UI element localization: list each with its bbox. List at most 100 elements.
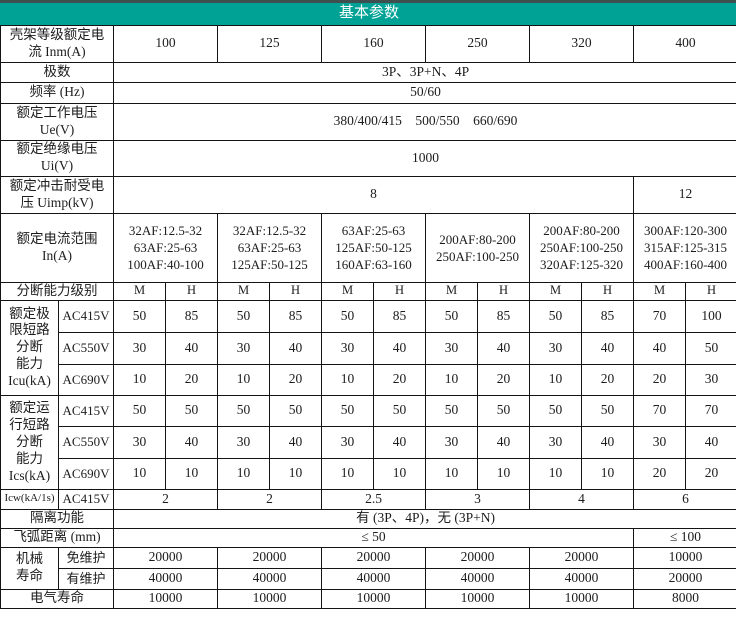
- arc-distance-value: ≤ 50: [113, 527, 634, 548]
- breaking-level-value: M: [217, 281, 270, 301]
- ics-value: 50: [373, 394, 426, 427]
- electrical-life-label: 电气寿命: [0, 588, 114, 609]
- ics-value: 50: [113, 394, 166, 427]
- ics-value: 50: [165, 394, 218, 427]
- working-voltage-row: 额定工作电压 Ue(V) 380/400/415 500/550 660/690: [0, 102, 736, 141]
- breaking-level-value: M: [425, 281, 478, 301]
- frame-current-value: 100: [113, 24, 218, 63]
- ics-value: 50: [217, 394, 270, 427]
- insulation-voltage-value: 1000: [112, 139, 736, 177]
- mechanical-life-value: 20000: [632, 567, 736, 590]
- mechanical-life-value: 40000: [529, 567, 634, 590]
- ics-value: 30: [529, 425, 582, 459]
- impulse-voltage-row: 额定冲击耐受电 压 Uimp(kV) 8 12: [0, 175, 736, 214]
- icu-415-row: 额定极 限短路 分断 能力 Icu(kA) AC415V 50 85 50 85…: [0, 299, 736, 396]
- icw-voltage-label: AC415V: [58, 488, 114, 510]
- ics-value: 30: [113, 425, 166, 459]
- ics-voltage-label: AC550V: [58, 425, 114, 459]
- frame-current-row: 壳架等级额定电 流 Inm(A) 100 125 160 250 320 400: [0, 24, 736, 63]
- ics-voltage-label: AC415V: [58, 394, 114, 427]
- ics-value: 10: [529, 457, 582, 490]
- icu-value: 30: [529, 331, 582, 365]
- ics-value: 40: [165, 425, 218, 459]
- icu-value: 100: [684, 299, 736, 333]
- icu-value: 10: [321, 363, 374, 396]
- ics-value: 40: [269, 425, 322, 459]
- electrical-life-value: 8000: [632, 588, 736, 609]
- mechanical-life-value: 20000: [217, 546, 322, 569]
- frame-current-value: 250: [425, 24, 530, 63]
- icu-value: 10: [113, 363, 166, 396]
- current-range-row: 额定电流范围 In(A) 32AF:12.5-32 63AF:25-63 100…: [0, 212, 736, 283]
- frame-current-value: 160: [321, 24, 426, 63]
- mechanical-life-value: 20000: [425, 546, 530, 569]
- electrical-life-value: 10000: [529, 588, 634, 609]
- icu-value: 40: [373, 331, 426, 365]
- frame-current-label: 壳架等级额定电 流 Inm(A): [0, 24, 114, 63]
- icu-value: 85: [165, 299, 218, 333]
- ics-value: 30: [633, 425, 686, 459]
- icu-value: 50: [529, 299, 582, 333]
- icu-label: 额定极 限短路 分断 能力 Icu(kA): [0, 299, 59, 396]
- breaking-level-row: 分断能力级别 M H M H M H M H M H M H: [0, 281, 736, 301]
- breaking-level-value: H: [581, 281, 634, 301]
- ics-value: 70: [684, 394, 736, 427]
- icw-value: 4: [529, 488, 634, 510]
- icu-value: 85: [477, 299, 530, 333]
- ics-value: 50: [321, 394, 374, 427]
- icw-label: Icw(kA/1s): [0, 488, 59, 510]
- mechanical-life-value: 40000: [321, 567, 426, 590]
- icu-value: 30: [684, 363, 736, 396]
- icu-value: 50: [113, 299, 166, 333]
- icw-row: Icw(kA/1s) AC415V 2 2 2.5 3 4 6: [0, 488, 736, 510]
- icu-value: 20: [269, 363, 322, 396]
- ics-value: 30: [321, 425, 374, 459]
- icu-value: 20: [633, 363, 686, 396]
- arc-distance-label: 飞弧距离 (mm): [0, 527, 114, 548]
- ics-value: 30: [425, 425, 478, 459]
- mechanical-life-maintained-row: 有维护 40000 40000 40000 40000 40000 20000: [1, 567, 736, 590]
- icu-value: 40: [269, 331, 322, 365]
- mechanical-life-label: 机械 寿命: [0, 546, 59, 590]
- ics-value: 70: [633, 394, 686, 427]
- title-row: 基本参数: [0, 0, 736, 26]
- frequency-row: 频率 (Hz) 50/60: [0, 81, 736, 104]
- icu-value: 40: [477, 331, 530, 365]
- icu-value: 30: [425, 331, 478, 365]
- icw-value: 3: [425, 488, 530, 510]
- mechanical-life-value: 40000: [113, 567, 218, 590]
- insulation-voltage-label: 额定绝缘电压 Ui(V): [0, 139, 114, 177]
- current-range-value: 200AF:80-200 250AF:100-250: [425, 212, 530, 283]
- parameters-table: 基本参数 壳架等级额定电 流 Inm(A) 100 125 160 250 32…: [0, 0, 736, 609]
- breaking-level-value: H: [165, 281, 218, 301]
- current-range-value: 200AF:80-200 250AF:100-250 320AF:125-320: [529, 212, 634, 283]
- ics-690-row: AC690V 10 10 10 10 10 10 10 10 10 10 20 …: [1, 457, 736, 490]
- icu-value: 10: [529, 363, 582, 396]
- isolation-row: 隔离功能 有 (3P、4P)，无 (3P+N): [0, 508, 736, 529]
- ics-voltage-label: AC690V: [58, 457, 114, 490]
- ics-value: 20: [684, 457, 736, 490]
- icu-value: 50: [684, 331, 736, 365]
- insulation-voltage-row: 额定绝缘电压 Ui(V) 1000: [0, 139, 736, 177]
- frequency-value: 50/60: [112, 81, 736, 104]
- ics-value: 50: [269, 394, 322, 427]
- mechanical-life-type-label: 有维护: [58, 567, 114, 590]
- breaking-level-label: 分断能力级别: [0, 281, 114, 301]
- impulse-voltage-label: 额定冲击耐受电 压 Uimp(kV): [0, 175, 114, 214]
- icw-value: 2: [217, 488, 322, 510]
- ics-value: 10: [217, 457, 270, 490]
- icu-value: 30: [113, 331, 166, 365]
- poles-row: 极数 3P、3P+N、4P: [0, 61, 736, 83]
- ics-value: 40: [477, 425, 530, 459]
- mechanical-life-value: 40000: [217, 567, 322, 590]
- mechanical-life-value: 20000: [113, 546, 218, 569]
- ics-value: 50: [425, 394, 478, 427]
- icu-value: 50: [217, 299, 270, 333]
- breaking-level-value: M: [113, 281, 166, 301]
- breaking-level-value: M: [321, 281, 374, 301]
- mechanical-life-maintenance-free-row: 机械 寿命 免维护 20000 20000 20000 20000 20000 …: [0, 546, 736, 590]
- working-voltage-value: 380/400/415 500/550 660/690: [112, 102, 736, 141]
- icu-value: 30: [217, 331, 270, 365]
- ics-value: 20: [633, 457, 686, 490]
- icu-value: 85: [269, 299, 322, 333]
